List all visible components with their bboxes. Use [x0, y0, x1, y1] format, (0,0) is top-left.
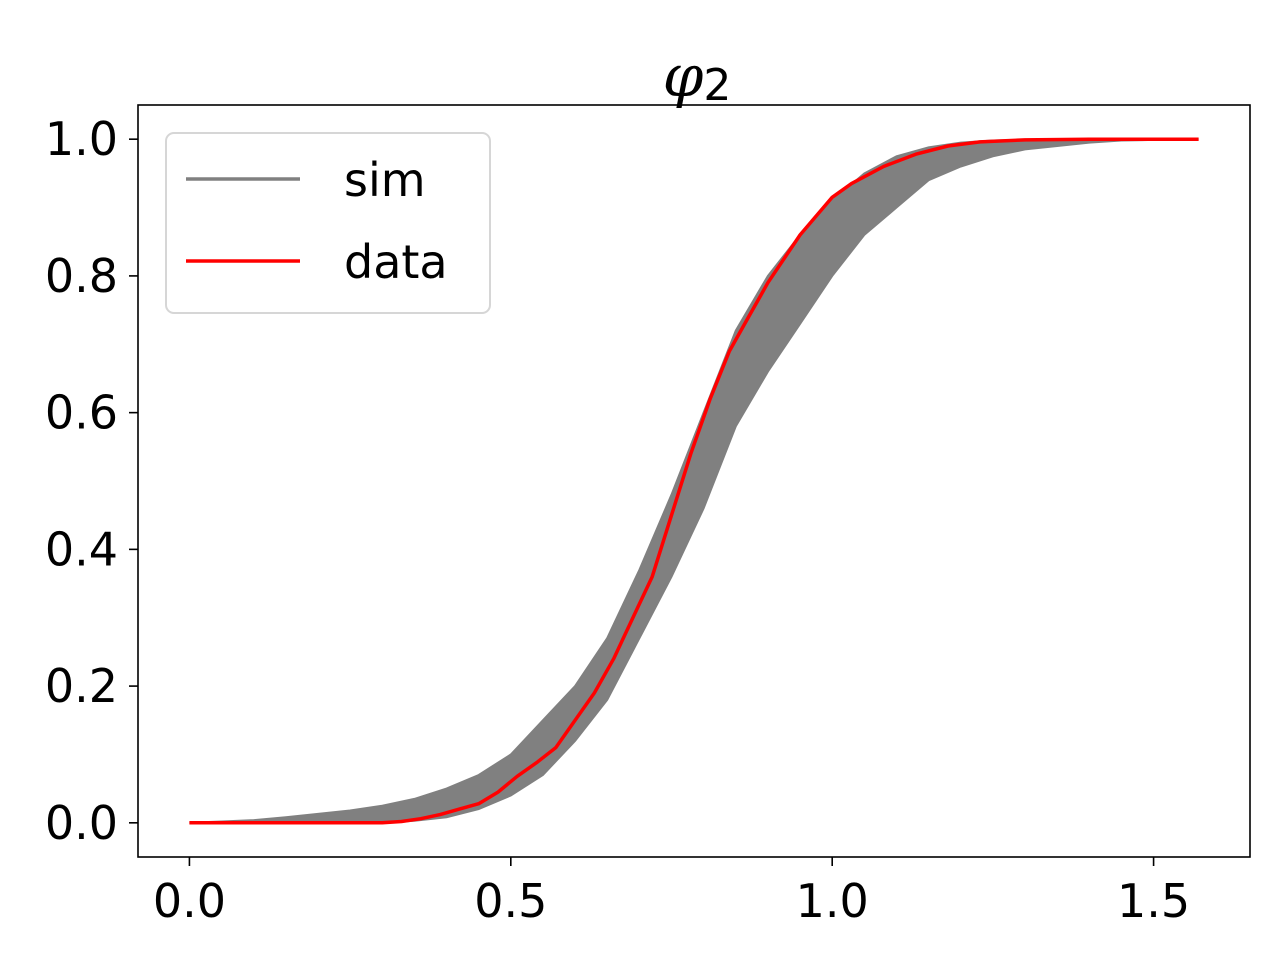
chart-title-base: φ — [663, 42, 704, 110]
plot-frame — [137, 104, 1251, 858]
y-tick-label: 0.2 — [45, 659, 118, 713]
y-tick-label: 1.0 — [45, 112, 118, 166]
legend: sim data — [165, 132, 491, 314]
x-tick-label: 0.5 — [474, 874, 547, 928]
plot-area — [189, 137, 1199, 825]
y-tick-label: 0.8 — [45, 249, 118, 303]
y-tick-label: 0.6 — [45, 386, 118, 440]
legend-data-label: data — [344, 235, 448, 289]
chart-title-subscript: 2 — [703, 60, 731, 111]
x-tick-label: 0.0 — [153, 874, 226, 928]
x-tick-label: 1.5 — [1117, 874, 1190, 928]
legend-sim-label: sim — [344, 153, 426, 207]
series-data-line — [189, 137, 1199, 825]
chart-title: φ2 — [663, 42, 732, 111]
axis-ticks: 0.0 0.5 1.0 1.5 0.0 0.2 0.4 0.6 0.8 1.0 — [45, 112, 1190, 928]
x-tick-label: 1.0 — [796, 874, 869, 928]
y-tick-label: 0.4 — [45, 522, 118, 576]
y-tick-label: 0.0 — [45, 796, 118, 850]
